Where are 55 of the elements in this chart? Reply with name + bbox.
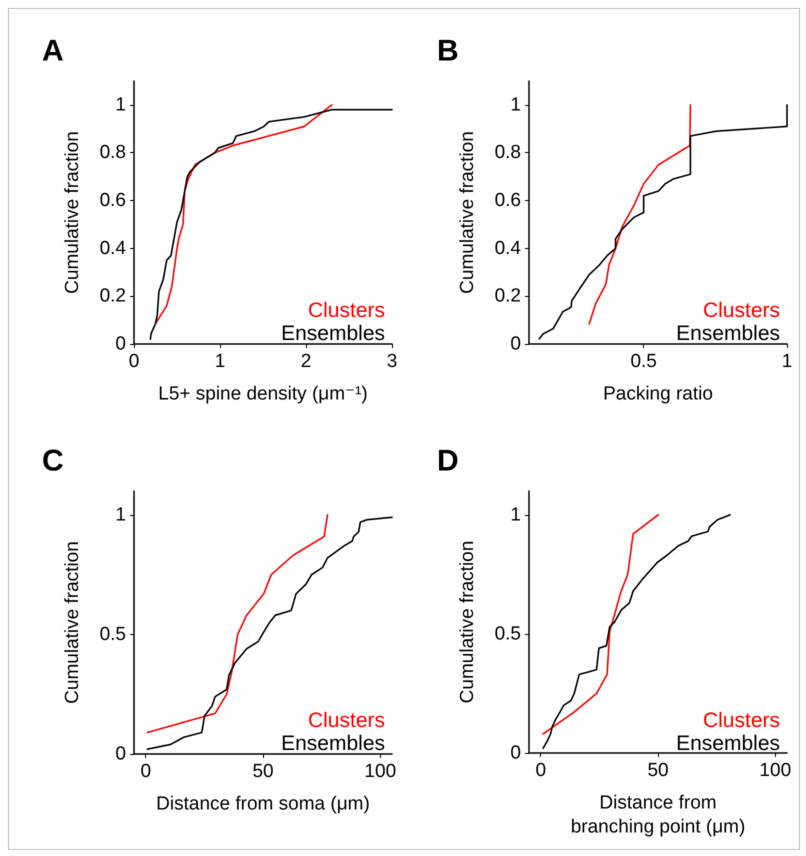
x-axis-title: Distance from branching point (μm)	[570, 792, 746, 838]
y-tick-label: 0	[510, 334, 521, 354]
x-tick-label: 0.5	[630, 351, 657, 372]
y-tick-label: 0	[510, 742, 521, 764]
y-tick-label: 1	[115, 94, 126, 116]
text: Clusters	[308, 299, 385, 322]
chart-title: B	[437, 34, 459, 68]
y-tick-label: 0.5	[100, 624, 126, 645]
text: Ensembles	[676, 322, 780, 345]
y-tick-label: 0.6	[100, 190, 126, 212]
y-tick-label: 0	[115, 334, 126, 354]
chart-title: C	[42, 444, 64, 478]
y-tick-label: 1	[510, 504, 521, 526]
x-axis-title: L5+ spine density (μm⁻¹)	[158, 384, 368, 404]
y-axis-title: Cumulative fraction	[62, 131, 83, 294]
x-tick-label: 100	[759, 760, 792, 781]
y-tick-label: 0.8	[100, 142, 126, 164]
y-tick-label: 0.2	[494, 286, 521, 307]
x-tick-label: 1	[782, 351, 792, 372]
line-series	[542, 514, 660, 735]
line-series	[538, 104, 788, 340]
text: Clusters	[308, 709, 385, 732]
x-tick-label: 0	[535, 760, 546, 781]
y-tick-label: 0.6	[494, 190, 521, 212]
y-tick-label: 1	[510, 94, 521, 116]
line-series	[146, 516, 393, 750]
y-axis-title: Cumulative fraction	[457, 540, 478, 704]
y-tick-label: 0.5	[494, 623, 521, 644]
text: Ensembles	[676, 732, 780, 755]
text: Ensembles	[281, 732, 385, 755]
y-tick-label: 1	[115, 504, 126, 526]
y-axis-title: Cumulative fraction	[62, 541, 83, 704]
x-tick-label: 0	[128, 351, 140, 372]
y-tick-label: 0.8	[494, 142, 521, 164]
text: Clusters	[702, 709, 780, 732]
chart-title: D	[437, 444, 459, 478]
y-tick-label: 0.4	[100, 238, 126, 259]
x-tick-label: 100	[364, 761, 396, 782]
text: Ensembles	[281, 322, 385, 345]
text: Clusters	[702, 299, 780, 322]
x-tick-label: 2	[300, 351, 312, 372]
y-tick-label: 0	[115, 744, 126, 764]
x-tick-label: 50	[647, 760, 669, 781]
x-axis-title: Packing ratio	[603, 384, 713, 404]
x-tick-label: 1	[214, 351, 226, 372]
x-tick-label: 3	[386, 351, 398, 372]
line-series	[588, 104, 692, 325]
y-tick-label: 0.4	[494, 238, 522, 259]
x-tick-label: 50	[252, 761, 274, 782]
line-series	[150, 108, 393, 340]
y-axis-title: Cumulative fraction	[457, 131, 478, 294]
chart-title: A	[42, 34, 64, 68]
x-tick-label: 0	[140, 761, 152, 782]
y-tick-label: 0.2	[100, 286, 126, 307]
x-axis-title: Distance from soma (μm)	[156, 794, 370, 814]
